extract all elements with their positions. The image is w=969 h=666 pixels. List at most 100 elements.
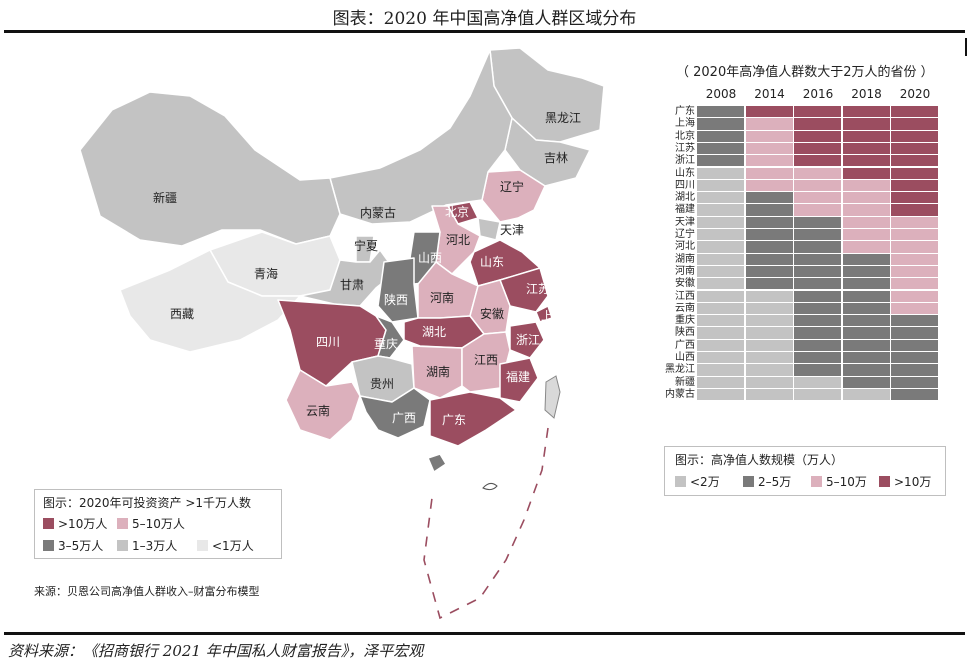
province-shape (329, 49, 513, 225)
province-label: 广东 (442, 413, 466, 427)
heatmap-row-label: 云南 (675, 302, 695, 314)
heatmap-cell (842, 265, 891, 279)
heatmap-cell (891, 155, 939, 168)
heatmap-cell (697, 167, 745, 180)
heatmap-cell (794, 265, 842, 279)
heatmap-cell (842, 388, 891, 402)
heatmap-cell (794, 179, 842, 193)
province-label: 河南 (430, 290, 454, 305)
heatmap-cell (794, 290, 842, 303)
heatmap-cell (794, 130, 842, 143)
hm-legend-lt2: <2万 (675, 473, 720, 490)
hm-legend-5-10: 5–10万 (811, 473, 867, 490)
heatmap-cell (745, 315, 794, 328)
heatmap-cell (697, 315, 745, 328)
map-legend: 图示：2020年可投资资产 >1千万人数 >10万人 5–10万人 3–5万人 … (34, 489, 282, 559)
heatmap-cell (794, 352, 842, 365)
province-label: 海南 (452, 455, 476, 470)
heatmap-row-label: 黑龙江 (665, 364, 695, 376)
heatmap-cell (794, 253, 842, 266)
province-shape (499, 357, 539, 403)
province-label: 云南 (306, 403, 330, 418)
heatmap-cell (842, 155, 891, 168)
province-label: 西藏 (170, 307, 194, 321)
province-shape (504, 117, 591, 187)
heatmap-cell (697, 290, 745, 303)
heatmap-row-label: 新疆 (675, 376, 695, 388)
heatmap-cell (794, 364, 842, 377)
heatmap-cell (891, 216, 939, 229)
heatmap-row-label: 湖北 (675, 192, 695, 204)
heatmap-row-label: 安徽 (675, 278, 695, 290)
heatmap-cell (794, 241, 842, 254)
heatmap-cell (891, 376, 939, 389)
legend-swatch (743, 476, 754, 487)
heatmap-cell (842, 315, 891, 328)
heatmap-cell (891, 118, 939, 131)
island-outline (482, 482, 498, 491)
hm-legend-gt10: >10万 (879, 473, 931, 490)
heatmap-cell (842, 290, 891, 303)
heatmap-cell (745, 265, 794, 279)
heatmap-cell (891, 130, 939, 143)
nine-dash-line (423, 427, 549, 620)
legend-swatch (117, 518, 128, 529)
legend-swatch (197, 540, 208, 551)
bottom-rule (4, 632, 965, 635)
heatmap-cell (745, 290, 794, 303)
province-shape (481, 169, 546, 223)
heatmap-cell (697, 142, 745, 156)
heatmap-row-label: 四川 (675, 179, 695, 191)
heatmap-row-label: 湖南 (675, 253, 695, 265)
heatmap-row-label: 广西 (675, 339, 695, 351)
heatmap-cell (745, 142, 794, 156)
taiwan-island (544, 375, 561, 419)
province-label: 天津 (500, 223, 524, 237)
heatmap-cell (794, 216, 842, 229)
heatmap-cell (745, 327, 794, 340)
province-label: 山东 (480, 255, 504, 269)
heatmap-row-label: 辽宁 (675, 229, 695, 240)
heatmap-row-label: 天津 (675, 216, 695, 228)
heatmap-cell (697, 155, 745, 168)
heatmap-cell (697, 265, 745, 279)
heatmap-cell (697, 216, 745, 229)
heatmap-cell (891, 327, 939, 340)
province-label: 上海 (541, 308, 565, 323)
province-label: 宁夏 (354, 238, 378, 253)
province-label: 福建 (506, 369, 530, 384)
heatmap-year-label: 2014 (754, 87, 785, 101)
legend-item-gt10: >10万人 (43, 515, 107, 532)
heatmap-cell (842, 278, 891, 291)
legend-swatch (675, 476, 686, 487)
heatmap-cell (697, 352, 745, 365)
legend-item-5-10: 5–10万人 (117, 515, 185, 532)
heatmap-cell (891, 364, 939, 377)
heatmap-cell (745, 204, 794, 217)
heatmap-row-label: 重庆 (675, 315, 695, 327)
heatmap-cell (745, 253, 794, 266)
heatmap-cell (842, 253, 891, 266)
heatmap-cell (745, 278, 794, 291)
heatmap-cell (697, 339, 745, 352)
heatmap-cell (891, 179, 939, 193)
heatmap-cell (842, 192, 891, 205)
heatmap-cell (842, 327, 891, 340)
chart-title: 图表：2020 年中国高净值人群区域分布 (332, 9, 637, 29)
province-label: 吉林 (544, 151, 568, 165)
province-label: 青海 (254, 266, 278, 281)
heatmap-legend-title: 图示：高净值人数规模（万人） (675, 453, 844, 467)
legend-item-1-3: 1–3万人 (117, 537, 177, 554)
heatmap-row-label: 河北 (675, 241, 695, 253)
heatmap-cell (745, 302, 794, 316)
heatmap-row-label: 福建 (675, 204, 695, 216)
heatmap-cell (697, 118, 745, 131)
province-shape (429, 391, 517, 447)
heatmap-cell (745, 364, 794, 377)
heatmap-cell (891, 241, 939, 254)
heatmap-cell (891, 253, 939, 266)
heatmap-cell (842, 179, 891, 193)
heatmap-cell (745, 179, 794, 193)
province-shape (535, 305, 553, 323)
province-label: 四川 (316, 335, 340, 349)
